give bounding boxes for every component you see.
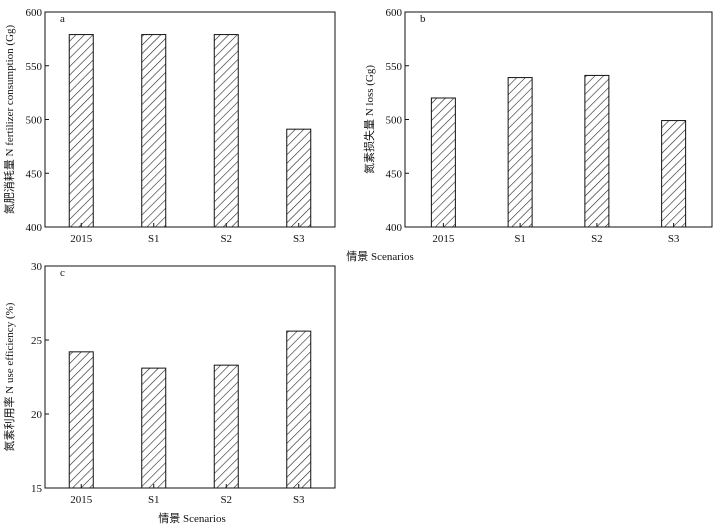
x-tick-label: 2015 — [70, 494, 93, 506]
y-tick-label: 500 — [386, 115, 403, 127]
x-tick-label: S2 — [220, 494, 232, 506]
x-tick-label: 2015 — [432, 233, 455, 245]
x-tick-label: S2 — [220, 233, 232, 245]
panel-letter: c — [60, 267, 65, 279]
y-tick-label: 600 — [26, 7, 43, 19]
y-tick-label: 400 — [26, 222, 43, 234]
bar-S2 — [213, 364, 239, 489]
y-axis-title: 氮素利用率 N use efficiency (%) — [2, 302, 16, 451]
bar-S1 — [507, 77, 533, 228]
x-tick-label: S1 — [514, 233, 526, 245]
bar-2015 — [68, 351, 94, 489]
panel-c: c 15 20 25 30 2015 S1 S2 S3 氮素利用率 N use efficienc… — [2, 261, 336, 506]
x-tick-label: S1 — [148, 233, 160, 245]
x-tick-label: S3 — [668, 233, 680, 245]
bar-2015 — [430, 97, 456, 228]
panel-letter: b — [420, 13, 426, 25]
bar-S2 — [584, 74, 610, 228]
y-tick-label: 400 — [386, 222, 403, 234]
y-tick-label: 450 — [26, 168, 43, 180]
y-axis-title: 氮素损失量 N loss (Gg) — [362, 65, 376, 174]
y-tick-label: 20 — [31, 409, 43, 421]
panel-letter: a — [60, 13, 65, 25]
x-tick-label: 2015 — [70, 233, 93, 245]
x-tick-label: S3 — [293, 494, 305, 506]
x-tick-label: S2 — [591, 233, 603, 245]
y-tick-label: 25 — [31, 335, 43, 347]
x-axis-title-bottom: 情景 Scenarios — [158, 512, 226, 525]
bar-S1 — [141, 34, 167, 228]
bar-S3 — [286, 330, 312, 489]
bar-S1 — [141, 367, 167, 489]
y-tick-label: 450 — [386, 168, 403, 180]
plot-frame — [44, 265, 336, 489]
panel-a: a 400 450 500 550 600 2015 S1 S2 S3 氮肥消耗量 N fertil… — [2, 7, 336, 245]
bar-S2 — [213, 34, 239, 228]
x-tick-label: S3 — [293, 233, 305, 245]
y-tick-label: 15 — [31, 483, 43, 495]
y-tick-label: 550 — [386, 61, 403, 73]
y-axis-title: 氮肥消耗量 N fertilizer consumption (Gg) — [2, 24, 16, 214]
x-tick-label: S1 — [148, 494, 160, 506]
y-tick-label: 600 — [386, 7, 403, 19]
bar-2015 — [68, 34, 94, 228]
x-axis-title-top: 情景 Scenarios — [346, 250, 414, 263]
bar-S3 — [286, 128, 312, 228]
y-tick-label: 500 — [26, 115, 43, 127]
y-tick-label: 30 — [31, 261, 43, 273]
y-tick-label: 550 — [26, 61, 43, 73]
panel-b: b 400 450 500 550 600 2015 S1 S2 S3 氮素损失量 N loss (… — [362, 7, 713, 245]
bar-S3 — [661, 120, 687, 228]
